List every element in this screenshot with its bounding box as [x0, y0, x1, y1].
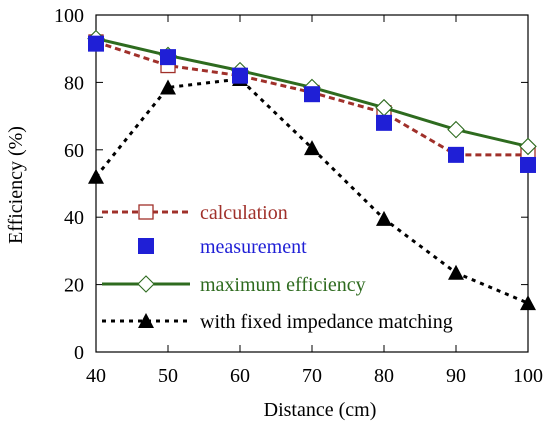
y-tick-label: 60	[64, 140, 84, 162]
legend-marker	[138, 238, 154, 254]
x-tick-label: 80	[374, 365, 394, 387]
x-axis-title: Distance (cm)	[264, 399, 377, 421]
y-tick-label: 80	[64, 72, 84, 94]
data-point	[304, 86, 320, 103]
legend-item: calculation	[102, 202, 288, 224]
x-tick-label: 50	[158, 365, 178, 387]
series-measurement	[88, 35, 536, 173]
data-point	[520, 295, 536, 311]
legend-marker	[138, 313, 154, 328]
data-point	[376, 210, 392, 226]
data-point	[520, 156, 536, 173]
data-point	[304, 140, 320, 156]
data-point	[160, 49, 176, 66]
legend-label: with fixed impedance matching	[200, 311, 453, 333]
legend-label: measurement	[200, 236, 307, 258]
legend-item: measurement	[138, 236, 307, 258]
series-line	[94, 77, 529, 305]
legend-marker	[138, 204, 154, 220]
legend: calculation measurement maximum efficiency…	[102, 202, 453, 333]
y-tick-label: 0	[74, 342, 84, 364]
series-layer	[87, 29, 537, 311]
y-tick-label: 20	[64, 275, 84, 297]
legend-marker	[137, 275, 155, 293]
x-tick-label: 70	[302, 365, 322, 387]
x-tick-label: 40	[86, 365, 106, 387]
x-tick-label: 90	[446, 365, 466, 387]
data-point	[88, 35, 104, 52]
y-tick-label: 40	[64, 207, 84, 229]
y-tick-label: 100	[54, 5, 84, 27]
x-tick-label: 60	[230, 365, 250, 387]
data-point	[232, 67, 248, 84]
data-point	[160, 79, 176, 95]
legend-label: calculation	[200, 202, 288, 224]
data-point	[88, 168, 104, 184]
legend-item: maximum efficiency	[102, 274, 366, 296]
axes: 40 50 60 70 80 90 100 0 20 40 60 80 100	[54, 5, 543, 387]
data-point	[447, 120, 465, 139]
data-point	[448, 264, 464, 280]
legend-label: maximum efficiency	[200, 274, 366, 296]
data-point	[448, 146, 464, 163]
data-point	[519, 137, 537, 156]
data-point	[376, 114, 392, 131]
x-tick-label: 100	[513, 365, 543, 387]
legend-item: with fixed impedance matching	[102, 311, 453, 333]
y-axis-title: Efficiency (%)	[5, 126, 27, 244]
